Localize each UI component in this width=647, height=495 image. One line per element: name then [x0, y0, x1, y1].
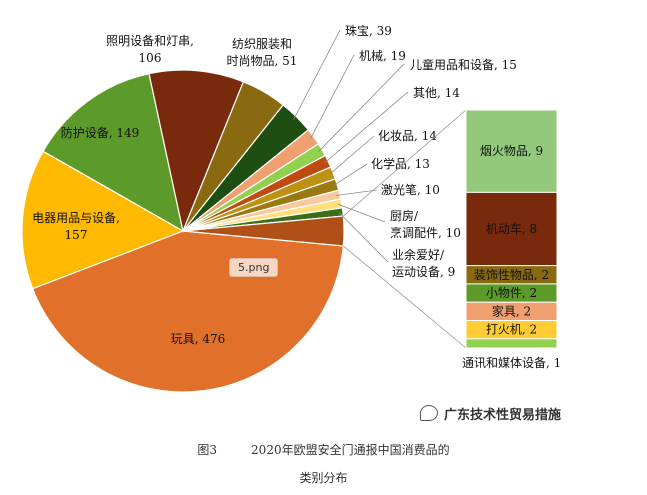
stack-segment — [465, 191, 558, 267]
stack-label: 机动车, 8 — [486, 221, 537, 236]
connector-line — [343, 109, 467, 217]
slice-label: 电器用品与设备, — [32, 211, 120, 225]
slice-label: 照明设备和灯串, — [106, 34, 194, 48]
leader-line — [318, 63, 405, 152]
slice-label: 玩具, 476 — [171, 332, 226, 346]
pie-slice — [21, 150, 185, 290]
stack-label: 家具, 2 — [492, 303, 531, 318]
slice-label: 业余爱好/ — [392, 247, 445, 262]
slice-label: 纺织服装和 — [232, 37, 292, 51]
caption-line-1: 2020年欧盟安全门通报中国消费品的 — [251, 443, 450, 457]
stack-label: 通讯和媒体设备, 1 — [462, 356, 561, 370]
wechat-icon — [420, 405, 438, 421]
figure-caption: 图3 2020年欧盟安全门通报中国消费品的 — [0, 441, 647, 458]
stack-label: 装饰性物品, 2 — [474, 268, 549, 282]
slice-label: 机械, 19 — [359, 48, 406, 63]
slice-label: 烹调配件, 10 — [390, 225, 461, 240]
stack-segment — [465, 109, 558, 193]
leader-line — [338, 212, 389, 263]
slice-label: 化妆品, 14 — [378, 129, 437, 143]
pie-slice — [182, 215, 345, 247]
file-tag: 5.png — [229, 258, 279, 277]
watermark: 广东技术性贸易措施 — [420, 404, 561, 423]
pie-slice — [42, 72, 184, 233]
slice-label: 时尚物品, 51 — [227, 54, 298, 68]
slice-label: 157 — [65, 228, 88, 242]
caption-line-2: 类别分布 — [299, 471, 348, 485]
leader-line — [324, 91, 409, 164]
connector-line — [343, 245, 467, 349]
leader-line — [337, 203, 386, 223]
stack-label: 烟火物品, 9 — [480, 144, 543, 158]
slice-label: 激光笔, 10 — [381, 182, 440, 197]
stack-label: 小物件, 2 — [486, 286, 537, 300]
slice-label: 儿童用品和设备, 15 — [410, 57, 517, 72]
leader-line — [293, 29, 341, 120]
slice-label: 运动设备, 9 — [392, 265, 455, 279]
slice-label: 厨房/ — [390, 208, 419, 223]
leader-line — [335, 189, 378, 196]
slice-label: 化学品, 13 — [371, 156, 430, 171]
leader-line — [333, 163, 368, 187]
leader-line — [329, 135, 375, 175]
figure-number: 图3 — [197, 443, 218, 457]
slice-label: 其他, 14 — [413, 86, 460, 100]
pie-slice — [148, 69, 245, 234]
stack-segment — [465, 338, 558, 349]
leader-line — [309, 54, 355, 140]
slice-label: 珠宝, 39 — [345, 24, 392, 38]
pie-chart: 玩具, 476 电器用品与设备, 157 防护设备, 149 照明设备和灯串, 106 纺织… — [21, 24, 561, 393]
watermark-text: 广东技术性贸易措施 — [444, 408, 562, 423]
slice-label: 防护设备, 149 — [61, 125, 140, 140]
slice-label: 106 — [139, 51, 162, 65]
stack-label: 打火机, 2 — [486, 323, 537, 337]
